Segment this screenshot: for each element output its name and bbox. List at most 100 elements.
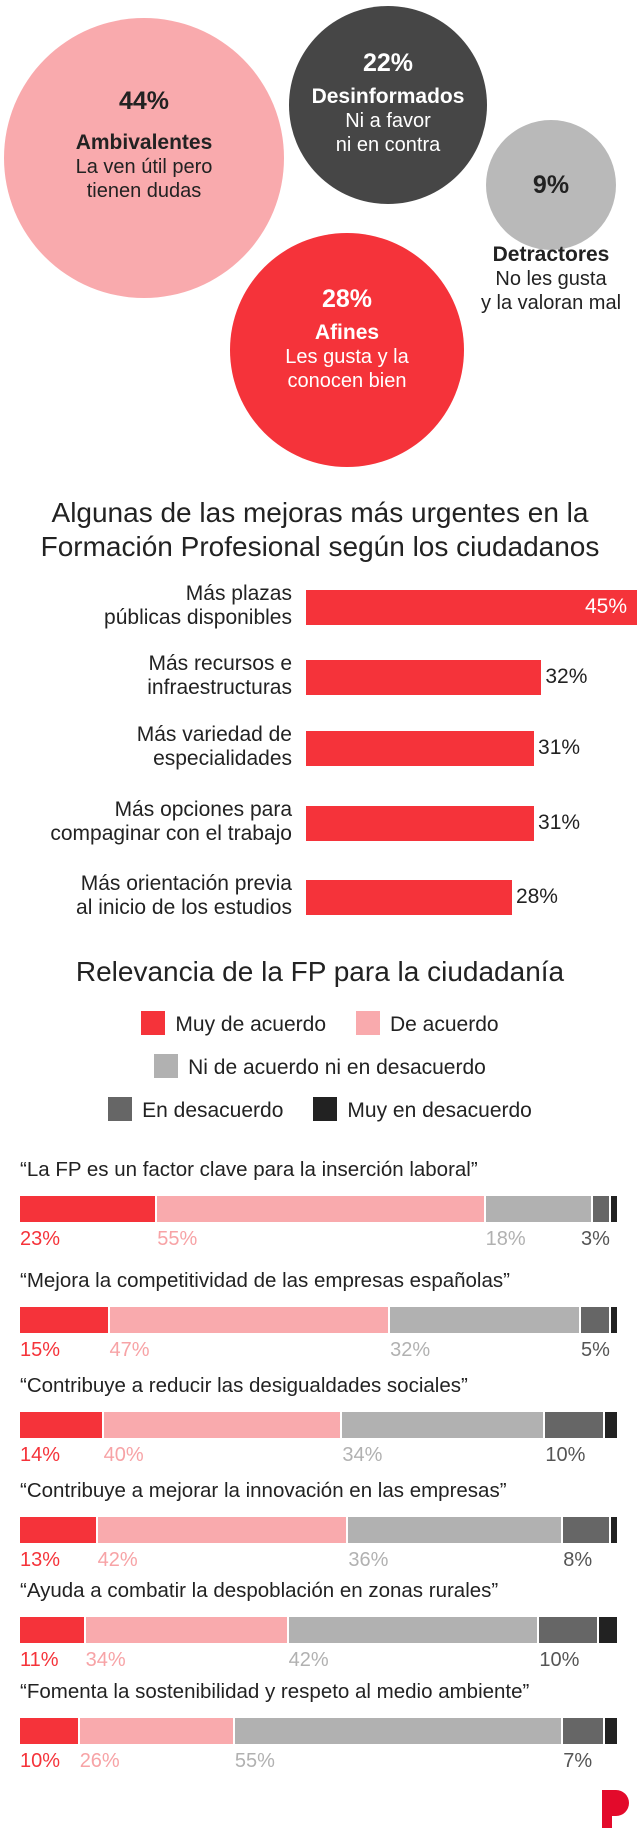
bar-segment [103, 1412, 343, 1438]
bubble-afines [230, 233, 464, 467]
segment-value-label: 26% [79, 1750, 120, 1772]
bar-row: Más recursos e infraestructuras 32% [0, 652, 640, 712]
bar-segment [563, 1517, 612, 1543]
statement-label: “Contribuye a mejorar la innovación en l… [20, 1479, 507, 1502]
stacked-bar [20, 1517, 617, 1543]
bubble-name: Detractores [492, 243, 610, 266]
segment-value-label: 13% [20, 1549, 61, 1571]
segment-value-label: 15% [20, 1339, 61, 1361]
segment-value-label: 10% [539, 1649, 580, 1671]
bar-segment [563, 1718, 606, 1744]
stacked-bar [20, 1412, 617, 1438]
bar-category-label: Más opciones para compaginar con el traba… [50, 798, 292, 846]
statement-label: “Ayuda a combatir la despoblación en zon… [20, 1579, 499, 1602]
segment-value-label: 55% [157, 1228, 198, 1250]
bar-value-label: 28% [515, 885, 558, 908]
bar-segment [109, 1307, 391, 1333]
legend-row: En desacuerdo Muy en desacuerdo [0, 1097, 640, 1123]
stacked-bar [20, 1307, 617, 1333]
statement-label: “La FP es un factor clave para la inserc… [20, 1158, 478, 1181]
bar-row: Más variedad de especialidades 31% [0, 723, 640, 783]
bar-segment [342, 1412, 546, 1438]
bar [306, 806, 535, 841]
legend-item: Muy de acuerdo [141, 1011, 326, 1037]
bar-segment [539, 1617, 600, 1643]
bubble-desc: No les gusta [495, 268, 607, 291]
statement-label: “Contribuye a reducir las desigualdades … [20, 1374, 468, 1397]
bar-value-label: 32% [545, 665, 588, 688]
bubble-pct: 22% [362, 49, 414, 77]
bubble-name: Afines [314, 321, 380, 344]
bar-segment [611, 1307, 617, 1333]
bubble-pct: 9% [532, 171, 570, 199]
bubble-name: Ambivalentes [75, 131, 213, 154]
bar-category-label: Más recursos e infraestructuras [147, 652, 292, 700]
bar-segment [234, 1718, 564, 1744]
bubble-label-detractores: 9% Detractores No les gusta y la valoran… [481, 170, 621, 315]
bar-segment [20, 1196, 158, 1222]
bar [306, 660, 542, 695]
bubble-desc: La ven útil pero [75, 156, 213, 179]
segment-value-label: 36% [348, 1549, 389, 1571]
segment-value-label: 11% [20, 1649, 59, 1671]
bar [306, 590, 637, 625]
bar-segment [85, 1617, 289, 1643]
bar-segment [581, 1307, 612, 1333]
statement-label: “Fomenta la sostenibilidad y respeto al … [20, 1680, 530, 1703]
bar-segment [485, 1196, 594, 1222]
bubble-detractores [486, 120, 616, 250]
bar-category-label: Más variedad de especialidades [136, 723, 292, 771]
bar-segment [97, 1517, 349, 1543]
segment-value-label: 42% [97, 1549, 138, 1571]
stacked-bar [20, 1196, 617, 1222]
legend-item: Muy en desacuerdo [313, 1097, 532, 1123]
segment-value-label: 34% [342, 1444, 383, 1466]
bubble-desinformados [289, 6, 487, 204]
segment-value-label: 10% [545, 1444, 586, 1466]
bar-segment [20, 1412, 104, 1438]
improvements-title: Algunas de las mejoras más urgentes en l… [40, 497, 600, 562]
bar-segment [605, 1412, 617, 1438]
bar-segment [348, 1517, 564, 1543]
legend-row: Muy de acuerdo De acuerdo [0, 1011, 640, 1037]
bar-category-label: Más orientación previa al inicio de los e… [76, 872, 292, 920]
bar-row: Más plazas públicas disponibles 45% [0, 582, 640, 642]
bar-segment [20, 1617, 86, 1643]
segment-value-label: 18% [485, 1228, 526, 1250]
bar-segment [20, 1517, 98, 1543]
bar-row: Más opciones para compaginar con el traba… [0, 798, 640, 858]
bar-segment [545, 1412, 606, 1438]
stacked-bar [20, 1617, 617, 1643]
bar-segment [390, 1307, 582, 1333]
bubble-desc: Les gusta y la [285, 346, 409, 369]
legend-item: De acuerdo [356, 1011, 499, 1037]
logo-icon [602, 1790, 629, 1828]
segment-value-label: 55% [234, 1750, 275, 1772]
bar-segment [605, 1718, 617, 1744]
bubble-desc: conocen bien [287, 370, 407, 393]
bar [306, 880, 512, 915]
segment-value-label: 7% [563, 1750, 593, 1772]
segment-value-label: 3% [581, 1228, 610, 1250]
bar-segment [288, 1617, 540, 1643]
legend-row: Ni de acuerdo ni en desacuerdo [0, 1054, 640, 1080]
bar-segment [20, 1718, 80, 1744]
bubble-desc: ni en contra [335, 134, 441, 157]
bubble-pct: 44% [118, 87, 170, 115]
bar-segment [79, 1718, 235, 1744]
segment-value-label: 47% [109, 1339, 150, 1361]
segment-value-label: 8% [563, 1549, 593, 1571]
segment-value-label: 40% [103, 1444, 144, 1466]
segment-value-label: 10% [20, 1750, 61, 1772]
statement-label: “Mejora la competitividad de las empresa… [20, 1269, 510, 1292]
bubble-label-afines: 28% Afines Les gusta y la conocen bien [285, 284, 408, 393]
bubble-pct: 28% [321, 285, 373, 313]
segment-value-label: 23% [20, 1228, 61, 1250]
legend-item: Ni de acuerdo ni en desacuerdo [154, 1054, 486, 1080]
bar-segment [593, 1196, 612, 1222]
segment-value-label: 34% [85, 1649, 126, 1671]
bubble-name: Desinformados [311, 85, 465, 108]
relevance-title: Relevancia de la FP para la ciudadanía [75, 956, 565, 987]
bubble-label-ambivalentes: 44% Ambivalentes La ven útil pero tienen… [76, 86, 213, 203]
bar-value-label: 31% [538, 736, 581, 759]
